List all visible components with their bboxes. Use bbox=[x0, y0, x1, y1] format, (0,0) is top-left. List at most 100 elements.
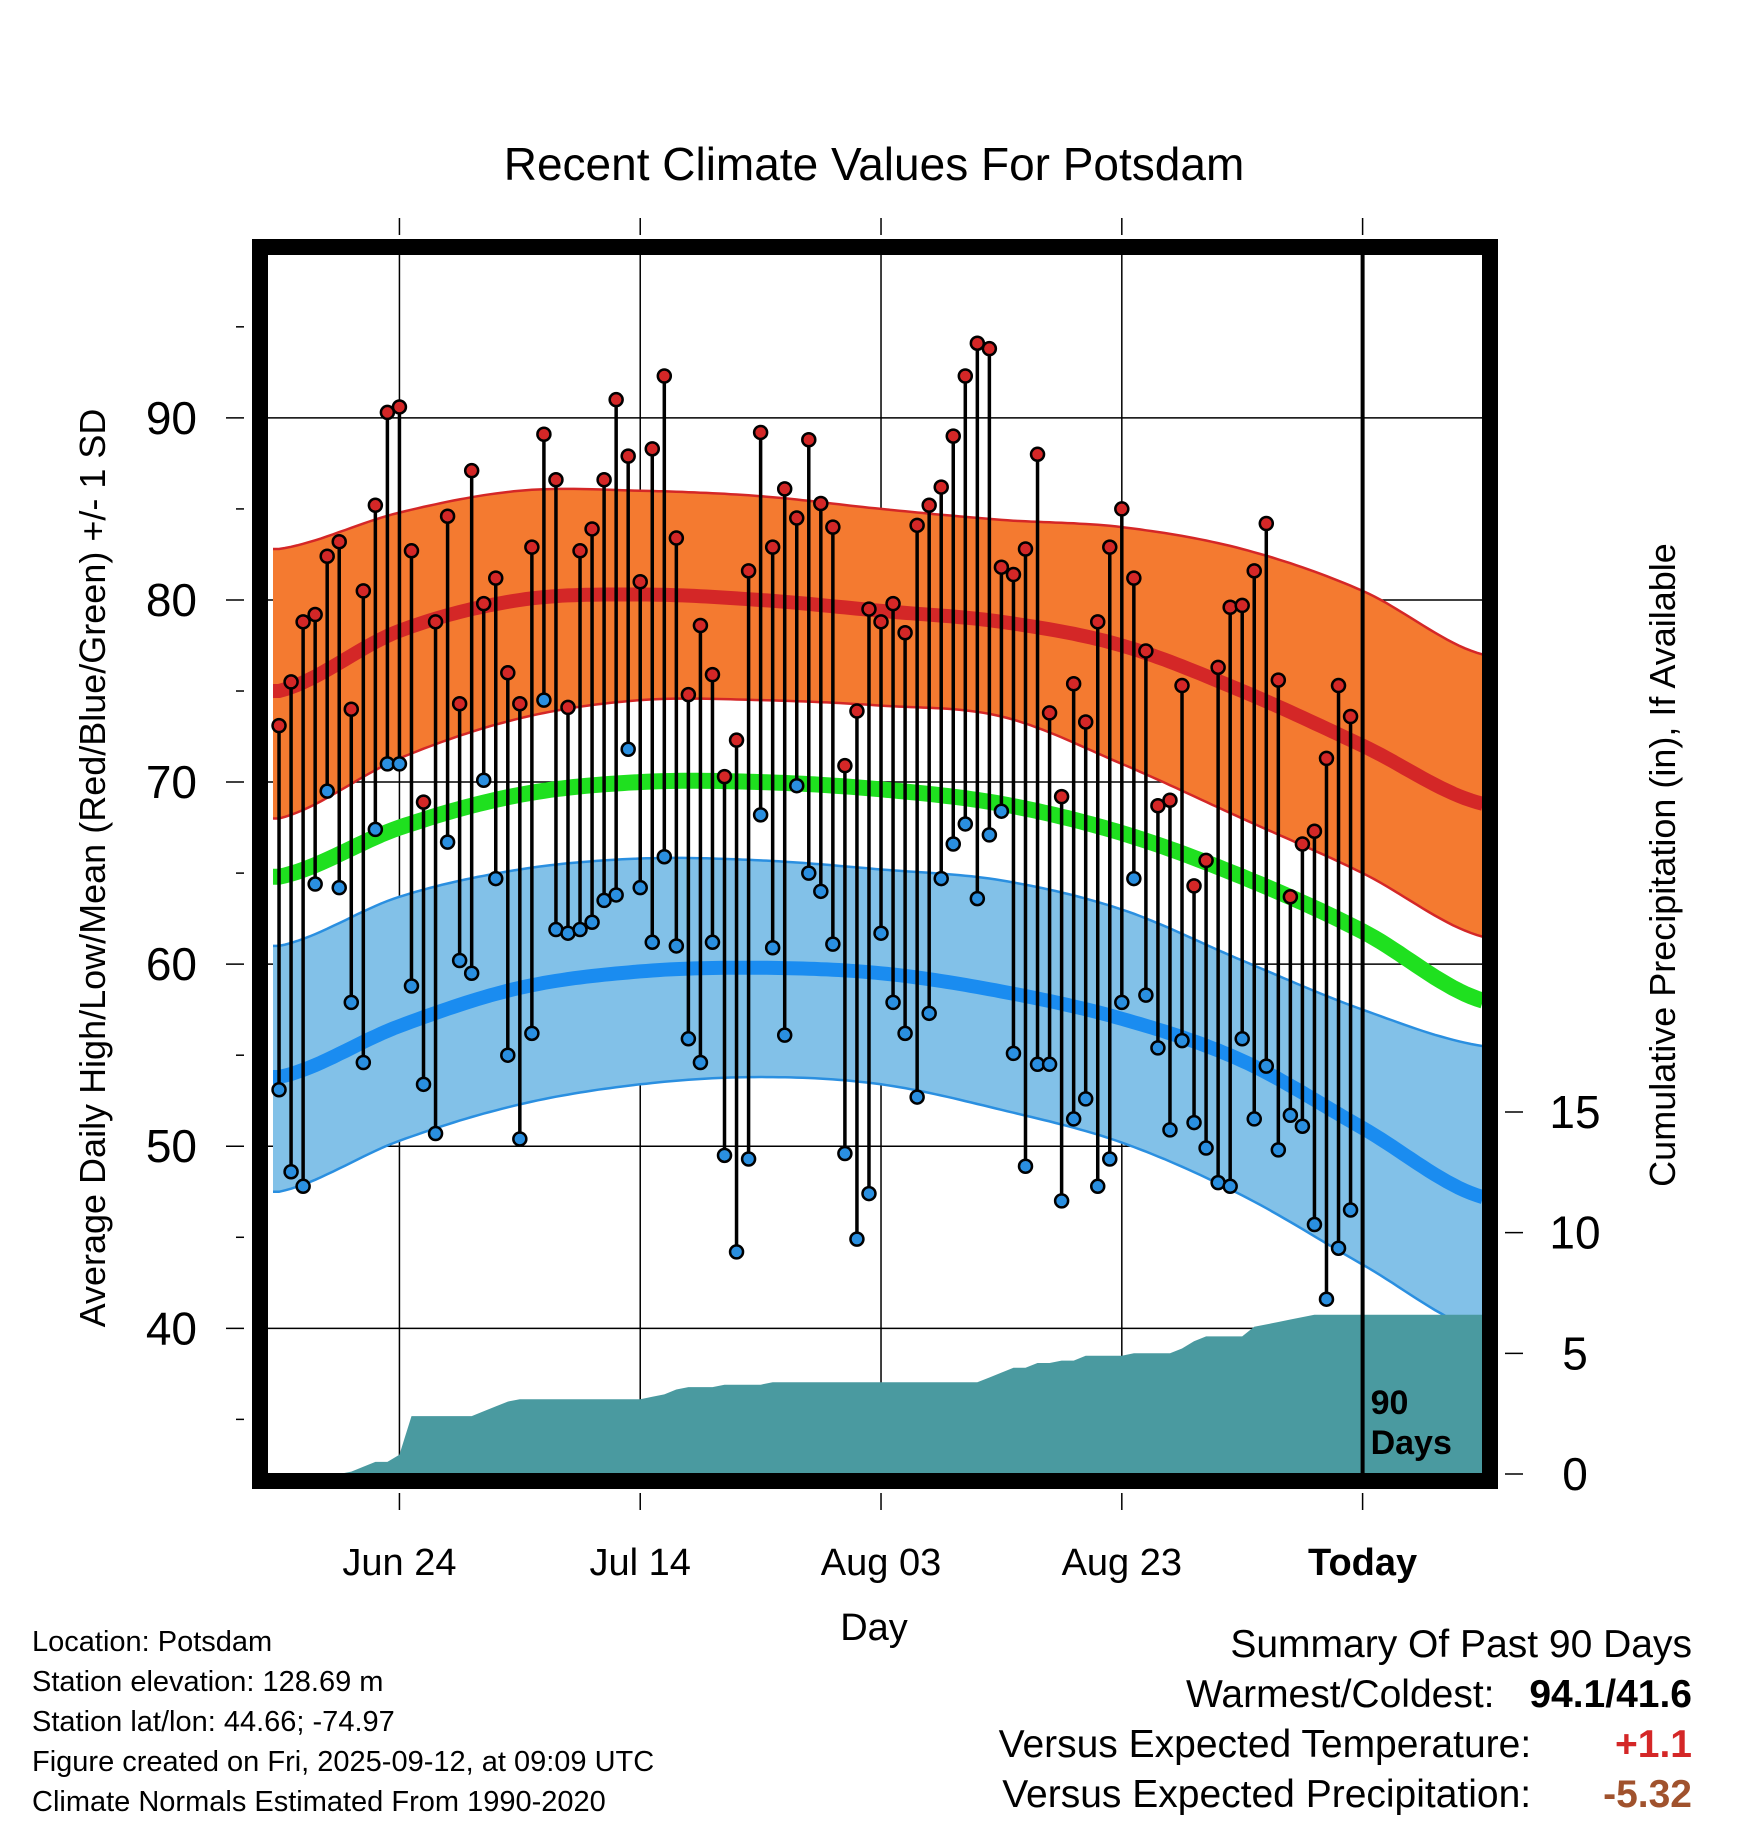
daily-low-point bbox=[584, 914, 600, 931]
daily-low-point bbox=[861, 1185, 877, 1202]
daily-low-point bbox=[1246, 1111, 1262, 1127]
today-label: 90 Days bbox=[1371, 1384, 1452, 1462]
daily-low-point bbox=[897, 1025, 913, 1042]
figure-created: Figure created on Fri, 2025-09-12, at 09… bbox=[32, 1746, 655, 1778]
daily-low-point bbox=[1114, 994, 1130, 1011]
daily-low-point bbox=[355, 1054, 372, 1071]
daily-high-point bbox=[933, 479, 949, 495]
daily-high-point bbox=[1282, 889, 1299, 905]
daily-low-point bbox=[945, 836, 962, 852]
daily-high-point bbox=[548, 472, 564, 488]
daily-high-point bbox=[488, 570, 504, 586]
daily-high-point bbox=[451, 696, 468, 712]
daily-high-point bbox=[644, 441, 661, 457]
station-info: Location: Potsdam Station elevation: 128… bbox=[32, 1622, 654, 1822]
daily-high-point bbox=[1017, 541, 1034, 557]
x-tick-label: Jun 24 bbox=[342, 1542, 456, 1584]
daily-high-point bbox=[500, 665, 516, 681]
normals-period: Climate Normals Estimated From 1990-2020 bbox=[32, 1786, 606, 1818]
daily-low-point bbox=[704, 934, 721, 951]
daily-high-point bbox=[1198, 852, 1214, 869]
daily-high-point bbox=[897, 624, 913, 641]
daily-low-point bbox=[1198, 1140, 1214, 1156]
summary-precip: Versus Expected Precipitation: -5.32 bbox=[999, 1770, 1692, 1820]
daily-high-point bbox=[343, 701, 360, 717]
daily-high-point bbox=[1234, 597, 1250, 614]
daily-high-point bbox=[680, 686, 697, 703]
daily-high-point bbox=[536, 426, 552, 443]
precip-area bbox=[267, 1314, 1483, 1474]
daily-low-point bbox=[1102, 1151, 1118, 1167]
daily-low-point bbox=[801, 865, 817, 881]
daily-low-point bbox=[644, 934, 661, 951]
daily-high-point bbox=[909, 517, 925, 534]
daily-high-point bbox=[1330, 677, 1347, 694]
y2-tick-label: 10 bbox=[1549, 1207, 1600, 1259]
daily-low-point bbox=[692, 1054, 709, 1071]
temp-value: +1.1 bbox=[1615, 1723, 1692, 1766]
high-sd-lower-line bbox=[273, 697, 1483, 939]
daily-high-point bbox=[993, 559, 1010, 575]
daily-high-point bbox=[512, 696, 528, 712]
daily-low-point bbox=[957, 816, 974, 832]
daily-low-point bbox=[463, 965, 480, 982]
coldest-value: 41.6 bbox=[1616, 1673, 1692, 1716]
daily-low-point bbox=[620, 741, 636, 758]
daily-high-point bbox=[1041, 705, 1058, 721]
daily-low-point bbox=[909, 1089, 925, 1105]
x-tick-label: Aug 23 bbox=[1062, 1542, 1182, 1584]
x-tick-label: Today bbox=[1308, 1542, 1417, 1584]
daily-high-point bbox=[1294, 836, 1311, 852]
summary-panel: Summary Of Past 90 Days Warmest/Coldest:… bbox=[999, 1620, 1692, 1820]
station-latlon: Station lat/lon: 44.66; -74.97 bbox=[32, 1706, 395, 1738]
daily-high-point bbox=[1186, 878, 1202, 894]
daily-high-point bbox=[945, 428, 962, 444]
daily-high-point bbox=[1162, 792, 1178, 809]
daily-high-point bbox=[367, 497, 384, 514]
daily-low-point bbox=[415, 1076, 432, 1093]
daily-low-point bbox=[1318, 1291, 1335, 1307]
daily-low-point bbox=[451, 952, 468, 969]
daily-low-point bbox=[632, 879, 648, 896]
y-tick-label: 50 bbox=[146, 1120, 197, 1172]
daily-high-point bbox=[355, 583, 372, 599]
chart-title: Recent Climate Values For Potsdam bbox=[504, 138, 1245, 190]
y2-tick-label: 0 bbox=[1562, 1448, 1588, 1500]
daily-high-point bbox=[427, 614, 444, 630]
daily-low-point bbox=[1005, 1045, 1022, 1062]
daily-low-point bbox=[295, 1178, 311, 1195]
daily-high-point bbox=[861, 601, 877, 617]
daily-high-point bbox=[1138, 643, 1154, 659]
daily-low-point bbox=[1234, 1031, 1250, 1047]
daily-low-point bbox=[813, 883, 829, 900]
summary-temp: Versus Expected Temperature: +1.1 bbox=[999, 1720, 1692, 1770]
daily-high-point bbox=[307, 606, 323, 623]
x-axis-label: Day bbox=[840, 1607, 908, 1649]
daily-low-point bbox=[1126, 870, 1142, 887]
y-axis-label: Average Daily High/Low/Mean (Red/Blue/Gr… bbox=[72, 409, 113, 1328]
low-sd-upper-line bbox=[273, 856, 1483, 1048]
daily-high-point bbox=[801, 431, 817, 448]
daily-high-point bbox=[415, 794, 432, 810]
daily-high-point bbox=[776, 481, 793, 497]
today-label-line: 90 bbox=[1371, 1384, 1409, 1422]
daily-low-point bbox=[608, 887, 624, 903]
daily-high-point bbox=[572, 543, 588, 559]
daily-low-point bbox=[776, 1027, 793, 1043]
daily-low-point bbox=[788, 777, 805, 794]
daily-high-point bbox=[1342, 708, 1359, 725]
plot-frame bbox=[252, 239, 1498, 1489]
daily-high-point bbox=[475, 595, 492, 612]
daily-high-point bbox=[656, 368, 673, 384]
precip-value: -5.32 bbox=[1603, 1773, 1692, 1816]
daily-low-point bbox=[680, 1031, 697, 1047]
daily-high-point bbox=[849, 703, 865, 719]
daily-high-point bbox=[1318, 750, 1335, 767]
daily-high-point bbox=[439, 508, 456, 524]
daily-high-point bbox=[1114, 501, 1130, 517]
x-tick-label: Aug 03 bbox=[821, 1542, 941, 1584]
daily-low-point bbox=[1330, 1240, 1347, 1256]
plot-area: 90 Days bbox=[267, 254, 1483, 1474]
station-location: Location: Potsdam bbox=[32, 1626, 273, 1658]
